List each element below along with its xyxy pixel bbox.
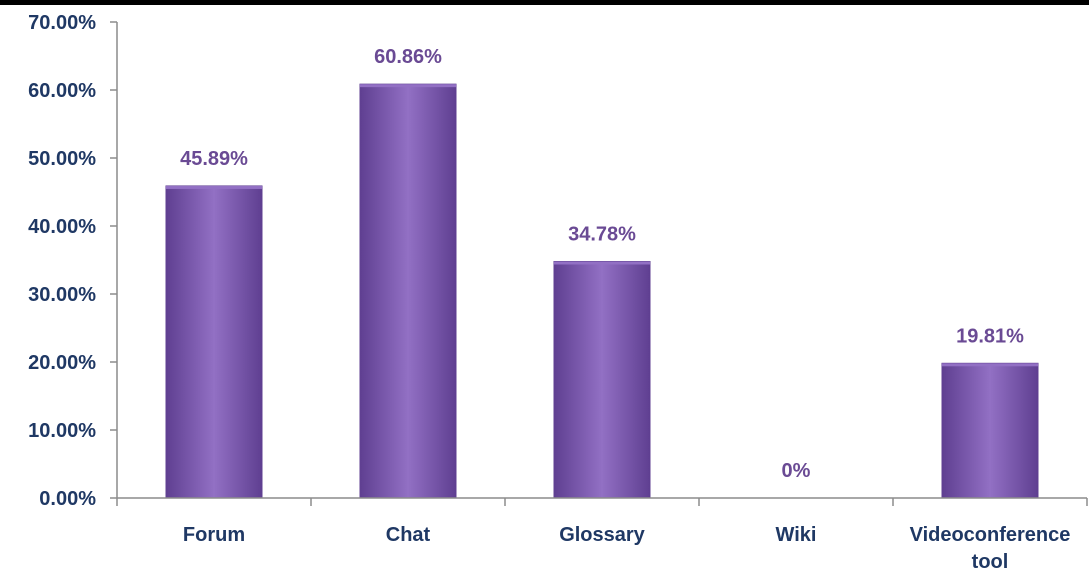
x-tick-label-line: Videoconference: [910, 524, 1071, 546]
x-tick-label: Chat: [386, 524, 431, 546]
labels: 0.00% 10.00% 20.00% 30.00% 40.00% 50.00% 60.00…: [28, 12, 1070, 573]
top-border: [0, 0, 1089, 5]
y-tick-label: 30.00%: [28, 284, 96, 306]
data-label: 0%: [782, 460, 811, 482]
bar: [359, 83, 457, 499]
x-tick-label: Glossary: [559, 524, 645, 546]
bar-top-highlight: [554, 261, 650, 265]
y-tick-label: 50.00%: [28, 148, 96, 170]
y-tick-label: 20.00%: [28, 352, 96, 374]
x-tick-label-line: Forum: [183, 524, 245, 546]
bars: [165, 83, 1039, 499]
bar-top-highlight: [166, 185, 262, 189]
x-tick-label-line: Chat: [386, 524, 431, 546]
y-tick-label: 40.00%: [28, 216, 96, 238]
bar-top-highlight: [360, 84, 456, 88]
bar: [941, 362, 1039, 499]
y-tick-label: 60.00%: [28, 80, 96, 102]
y-tick-label: 70.00%: [28, 12, 96, 34]
x-tick-label: Wiki: [776, 524, 817, 546]
x-tick-label-line: tool: [972, 551, 1009, 573]
y-tick-label: 0.00%: [39, 488, 96, 510]
bar: [165, 185, 263, 499]
bar: [553, 260, 651, 499]
x-tick-label: Forum: [183, 524, 245, 546]
data-label: 19.81%: [956, 325, 1024, 347]
bar-top-highlight: [942, 363, 1038, 367]
data-label: 45.89%: [180, 148, 248, 170]
data-label: 60.86%: [374, 46, 442, 68]
x-tick-label-line: Glossary: [559, 524, 645, 546]
y-tick-label: 10.00%: [28, 420, 96, 442]
x-tick-label-line: Wiki: [776, 524, 817, 546]
x-tick-label: Videoconference tool: [910, 524, 1071, 573]
axes: [110, 21, 1088, 506]
data-label: 34.78%: [568, 223, 636, 245]
